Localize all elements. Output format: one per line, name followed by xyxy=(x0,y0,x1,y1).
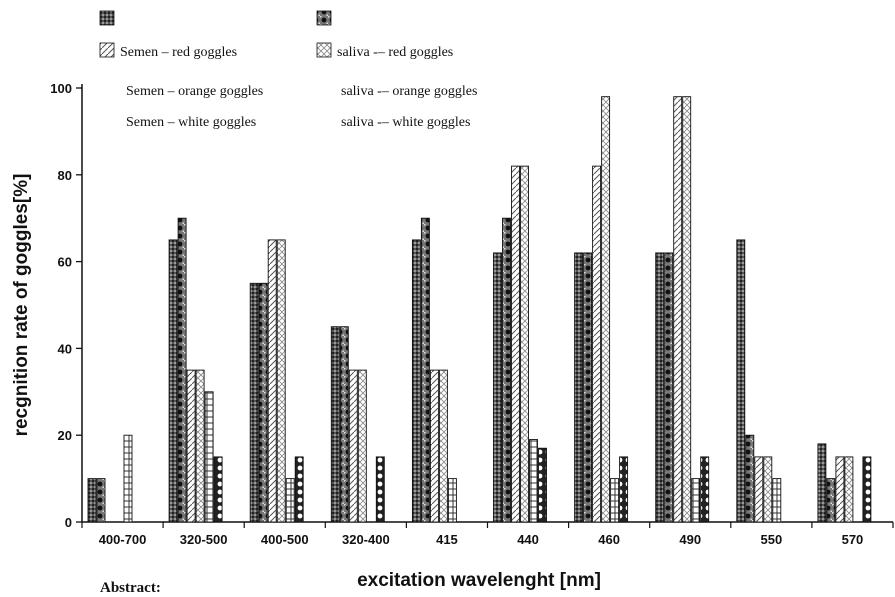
bar-550-s1 xyxy=(736,239,746,523)
bar-320-400-s1 xyxy=(330,326,340,523)
y-tick-label: 100 xyxy=(50,81,72,96)
x-tick-label: 550 xyxy=(760,532,782,547)
bar-400-500-s4 xyxy=(276,239,286,523)
bar-570-s4 xyxy=(844,456,854,523)
bar-490-s2 xyxy=(664,252,674,523)
bar-400-700-s1 xyxy=(87,478,97,523)
legend-label: saliva -– red goggles xyxy=(337,45,453,60)
bar-460-s1 xyxy=(574,252,584,523)
bar-550-s2 xyxy=(745,434,755,523)
axes: 0 20 40 60 80 100 400-700 320-500 400-500 320-400… xyxy=(50,81,894,547)
bar-415-s2 xyxy=(420,217,430,523)
bar-320-400-s3 xyxy=(348,369,358,523)
caption-abstract: Abstract: xyxy=(100,580,161,596)
bar-400-500-s6 xyxy=(294,456,304,523)
legend-swatch xyxy=(316,42,332,58)
bar-490-s5 xyxy=(691,478,701,523)
bar-415-s3 xyxy=(429,369,439,523)
x-tick-label: 400-500 xyxy=(261,532,309,547)
bar-320-400-s6 xyxy=(375,456,385,523)
bar-550-s3 xyxy=(754,456,764,523)
x-tick-label: 320-400 xyxy=(342,532,390,547)
y-tick-label: 0 xyxy=(65,515,72,530)
bar-400-500-s5 xyxy=(285,478,295,523)
bar-320-500-s4 xyxy=(195,369,205,523)
bar-440-s6 xyxy=(538,447,547,523)
bar-490-s1 xyxy=(655,252,665,523)
legend-swatch xyxy=(99,42,115,58)
y-tick-label: 40 xyxy=(58,341,72,356)
y-tick-label: 20 xyxy=(58,428,72,443)
bar-550-s5 xyxy=(772,478,782,523)
bar-320-400-s2 xyxy=(339,326,349,523)
y-tick-label: 60 xyxy=(58,255,72,270)
x-tick-label: 490 xyxy=(679,532,701,547)
bar-570-s3 xyxy=(835,456,845,523)
bar-460-s4 xyxy=(601,96,611,523)
bar-460-s6 xyxy=(619,456,629,523)
bar-440-s2 xyxy=(502,217,511,523)
bar-400-500-s1 xyxy=(249,282,259,523)
bar-320-500-s5 xyxy=(204,391,214,523)
bars xyxy=(87,96,872,523)
bar-440-s3 xyxy=(511,165,520,523)
legend: Semen – red goggles saliva -– red goggles… xyxy=(99,10,477,130)
x-tick-label: 320-500 xyxy=(180,532,228,547)
bar-320-500-s2 xyxy=(177,217,187,523)
bar-400-700-s2 xyxy=(96,478,106,523)
bar-490-s6 xyxy=(700,456,710,523)
legend-label: saliva -– white goggles xyxy=(341,115,470,130)
bar-320-500-s6 xyxy=(213,456,223,523)
bar-440-s5 xyxy=(529,439,538,523)
bar-400-700-s5 xyxy=(123,434,133,523)
legend-label: Semen – red goggles xyxy=(120,45,237,60)
bar-320-500-s3 xyxy=(186,369,196,523)
legend-swatch xyxy=(316,10,332,26)
bar-570-s1 xyxy=(817,443,827,523)
legend-label: saliva -– orange goggles xyxy=(341,84,477,99)
legend-label: Semen – orange goggles xyxy=(126,84,263,99)
bar-460-s3 xyxy=(592,165,602,523)
x-tick-label: 440 xyxy=(517,532,539,547)
bar-415-s1 xyxy=(411,239,421,523)
bar-460-s2 xyxy=(583,252,593,523)
bar-415-s4 xyxy=(438,369,448,523)
bar-570-s2 xyxy=(826,478,836,523)
bar-550-s4 xyxy=(763,456,773,523)
y-axis-label: recgnition rate of goggles[%] xyxy=(11,174,32,437)
bar-400-500-s2 xyxy=(258,282,268,523)
bar-490-s4 xyxy=(682,96,692,523)
x-tick-label: 415 xyxy=(436,532,458,547)
bar-320-500-s1 xyxy=(168,239,178,523)
bar-415-s5 xyxy=(447,478,457,523)
x-tick-label: 460 xyxy=(598,532,620,547)
bar-440-s4 xyxy=(520,165,529,523)
bar-400-500-s3 xyxy=(267,239,277,523)
x-tick-label: 400-700 xyxy=(99,532,147,547)
legend-label: Semen – white goggles xyxy=(126,115,256,130)
bar-460-s5 xyxy=(610,478,620,523)
x-axis-label: excitation wavelenght [nm] xyxy=(357,570,601,591)
bar-440-s1 xyxy=(493,252,502,523)
legend-swatch xyxy=(99,10,115,26)
bar-570-s6 xyxy=(862,456,872,523)
y-tick-label: 80 xyxy=(58,168,72,183)
bar-320-400-s4 xyxy=(357,369,367,523)
x-tick-label: 570 xyxy=(842,532,864,547)
bar-490-s3 xyxy=(673,96,683,523)
